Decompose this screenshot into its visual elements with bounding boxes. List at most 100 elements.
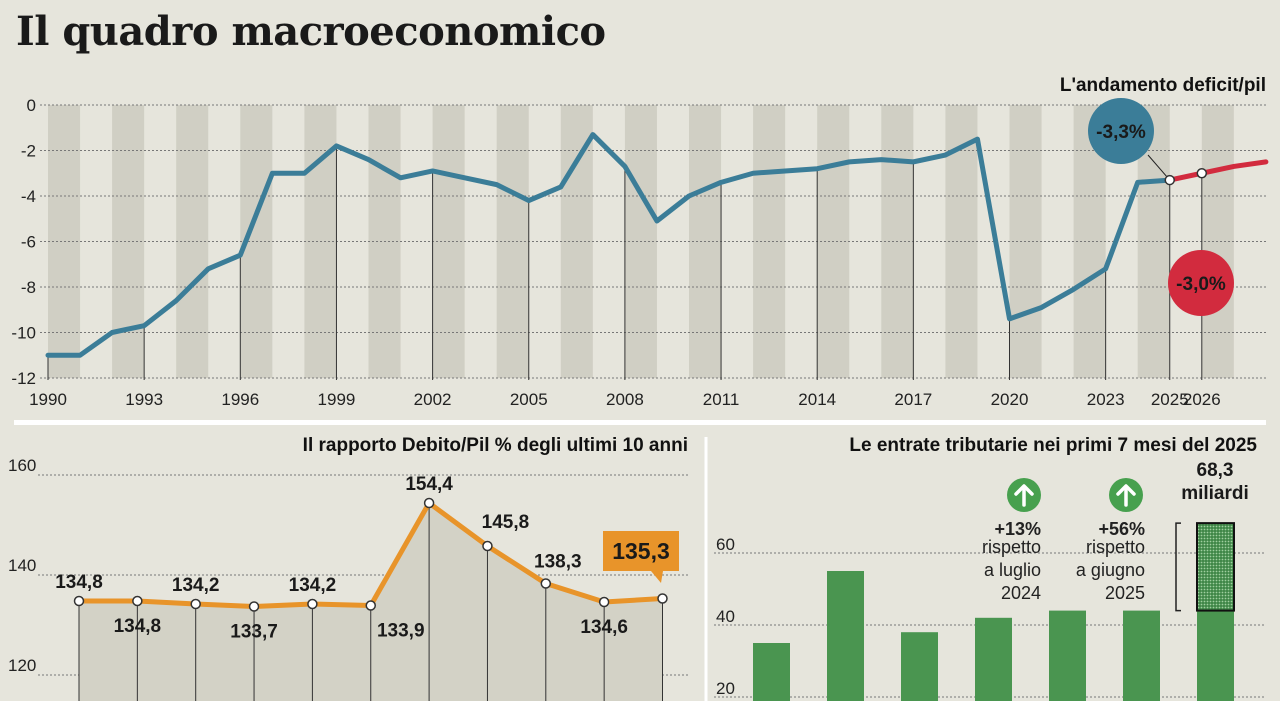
debt-chart: Il rapporto Debito/Pil % degli ultimi 10… (8, 435, 690, 701)
debt-point (540, 578, 552, 589)
x-tick-label: 1990 (29, 390, 67, 409)
point-2026 (1196, 168, 1208, 179)
debt-value-labels: 134,8 134,8 134,2 133,7 134,2 133,9 154,4 145,8… (55, 474, 679, 643)
debt-value-label: 134,2 (289, 575, 337, 596)
note-line: rispetto (982, 537, 1041, 557)
debt-point (482, 540, 493, 552)
revenue-bar (975, 617, 1012, 701)
debt-chart-title: Il rapporto Debito/Pil % degli ultimi 10… (303, 435, 688, 456)
increment-bracket (1175, 522, 1181, 612)
x-tick-label: 2017 (894, 390, 932, 409)
debt-point (190, 598, 201, 610)
note-line: 2024 (1001, 583, 1041, 603)
debt-point (598, 596, 610, 608)
revenue-bar (1197, 610, 1234, 701)
revenue-bar (1049, 610, 1086, 701)
debt-value-label: 134,8 (114, 616, 162, 637)
debt-point (248, 601, 260, 612)
x-tick-label: 2014 (798, 390, 836, 409)
y-tick-label: 120 (8, 656, 36, 675)
deficit-series (45, 132, 1269, 358)
y-tick-label: -12 (11, 369, 36, 388)
deficit-chart: 0 -2 -4 -6 -8 -10 -12 1990 1993 1996 1999 2002 2005… (11, 75, 1269, 409)
debt-value-label: 138,3 (534, 552, 582, 573)
y-tick-label: 160 (8, 456, 36, 475)
section-divider (14, 420, 1266, 425)
debt-point (657, 593, 668, 604)
debt-point (365, 600, 376, 611)
debt-area (79, 503, 663, 701)
x-tick-label: 2011 (703, 390, 740, 409)
y-tick-label: 60 (716, 535, 735, 554)
x-tick-label: 2025 (1151, 390, 1189, 409)
badge-pointer (651, 571, 663, 583)
debt-value-label: 134,6 (580, 617, 628, 638)
debt-point (132, 595, 143, 607)
x-tick-label: 2020 (991, 390, 1029, 409)
x-tick-label: 2023 (1087, 390, 1125, 409)
point-2025 (1164, 174, 1175, 186)
note-percent: +56% (1098, 519, 1145, 539)
callout-line (1147, 154, 1171, 181)
forecast-line (1167, 159, 1269, 183)
debt-value-label: 135,3 (612, 538, 670, 564)
debt-value-label: 133,7 (230, 622, 278, 643)
x-tick-label: 1993 (125, 390, 163, 409)
debt-drop-lines (78, 503, 663, 701)
y-tick-label: -10 (11, 324, 36, 343)
debt-value-label: 134,2 (172, 575, 220, 596)
revenue-bars (753, 522, 1235, 701)
revenue-bar (753, 643, 790, 701)
debt-point (73, 595, 85, 607)
x-tick-label: 2005 (510, 390, 548, 409)
debt-value-label: 154,4 (405, 474, 453, 495)
revenue-chart-title: Le entrate tributarie nei primi 7 mesi d… (849, 435, 1257, 456)
x-tick-label: 1999 (318, 390, 356, 409)
revenue-bar-increment (1196, 522, 1235, 612)
badge-2026-label: -3,0% (1176, 274, 1226, 295)
debt-point (307, 598, 318, 610)
badge-2026 (1168, 250, 1234, 316)
badge-2025-label: -3,3% (1096, 122, 1146, 143)
y-tick-label: 20 (716, 679, 735, 698)
note-line: a giugno (1076, 560, 1145, 580)
highlight-unit-label: miliardi (1181, 483, 1249, 504)
debt-value-label: 145,8 (482, 512, 530, 533)
x-tick-label: 1996 (221, 390, 259, 409)
revenue-bar (901, 632, 938, 701)
y-tick-label: 0 (27, 96, 36, 115)
badge-2025 (1088, 98, 1154, 164)
note-line: a luglio (984, 560, 1041, 580)
deficit-line (45, 132, 1173, 358)
deficit-y-ticks: 0 -2 -4 -6 -8 -10 -12 (11, 96, 36, 388)
y-tick-label: 40 (716, 607, 735, 626)
y-tick-label: -6 (21, 233, 36, 252)
debt-value-label: 134,8 (55, 572, 103, 593)
debt-series (73, 497, 668, 612)
y-tick-label: -8 (21, 278, 36, 297)
deficit-annotations: -3,3% -3,0% (1088, 98, 1234, 316)
revenue-bar (827, 571, 864, 701)
x-tick-label: 2002 (414, 390, 452, 409)
deficit-year-lines (47, 145, 1203, 380)
deficit-x-ticks: 1990 1993 1996 1999 2002 2005 2008 2011 2014 2017… (29, 390, 1221, 409)
y-tick-label: -4 (21, 187, 36, 206)
y-tick-label: 140 (8, 556, 36, 575)
debt-area-fill (79, 503, 663, 701)
deficit-chart-title: L'andamento deficit/pil (1060, 75, 1266, 96)
page-title: Il quadro macroeconomico (16, 8, 606, 55)
revenue-chart: Le entrate tributarie nei primi 7 mesi d… (714, 435, 1266, 701)
note-line: rispetto (1086, 537, 1145, 557)
revenue-bar (1123, 610, 1160, 701)
y-tick-label: -2 (21, 142, 36, 161)
x-tick-label: 2026 (1183, 390, 1221, 409)
note-line: 2025 (1105, 583, 1145, 603)
note-percent: +13% (994, 519, 1041, 539)
x-tick-label: 2008 (606, 390, 644, 409)
debt-point (423, 497, 435, 509)
highlight-value-label: 68,3 (1197, 460, 1234, 481)
debt-value-label: 133,9 (377, 621, 425, 642)
highlight-badge (603, 531, 679, 571)
